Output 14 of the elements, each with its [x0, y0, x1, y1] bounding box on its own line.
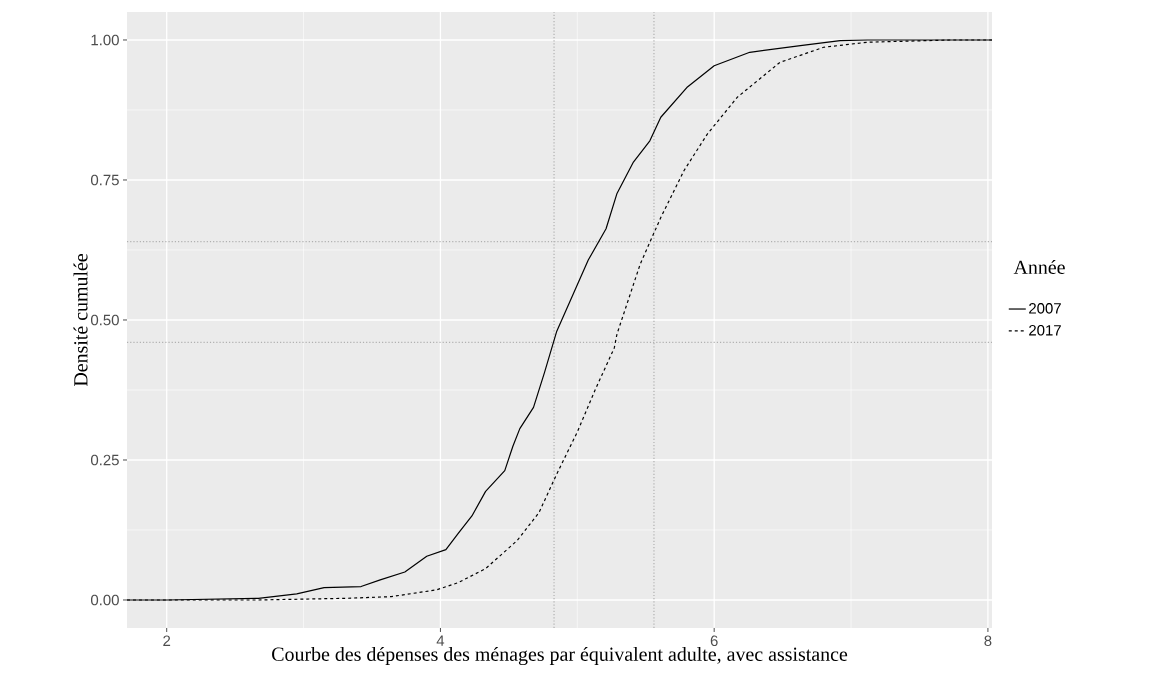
legend-label: 2017 — [1029, 324, 1061, 336]
y-tick-label: 0.00 — [90, 594, 119, 606]
y-tick-label: 0.50 — [90, 314, 119, 326]
y-axis-title: Densité cumulée — [73, 254, 88, 387]
y-tick-label: 0.75 — [90, 174, 119, 186]
y-tick-label: 1.00 — [91, 34, 119, 46]
y-tick-label: 0.25 — [90, 454, 119, 466]
x-tick-label: 6 — [710, 635, 718, 647]
legend-title: Année — [1013, 259, 1065, 274]
x-axis-title: Courbe des dépenses des ménages par équivalent adulte, avec assistance — [272, 646, 848, 666]
x-tick-label: 8 — [984, 635, 992, 647]
legend-label: 2007 — [1029, 303, 1061, 314]
x-tick-label: 4 — [436, 635, 445, 646]
x-tick-label: 2 — [163, 635, 171, 646]
